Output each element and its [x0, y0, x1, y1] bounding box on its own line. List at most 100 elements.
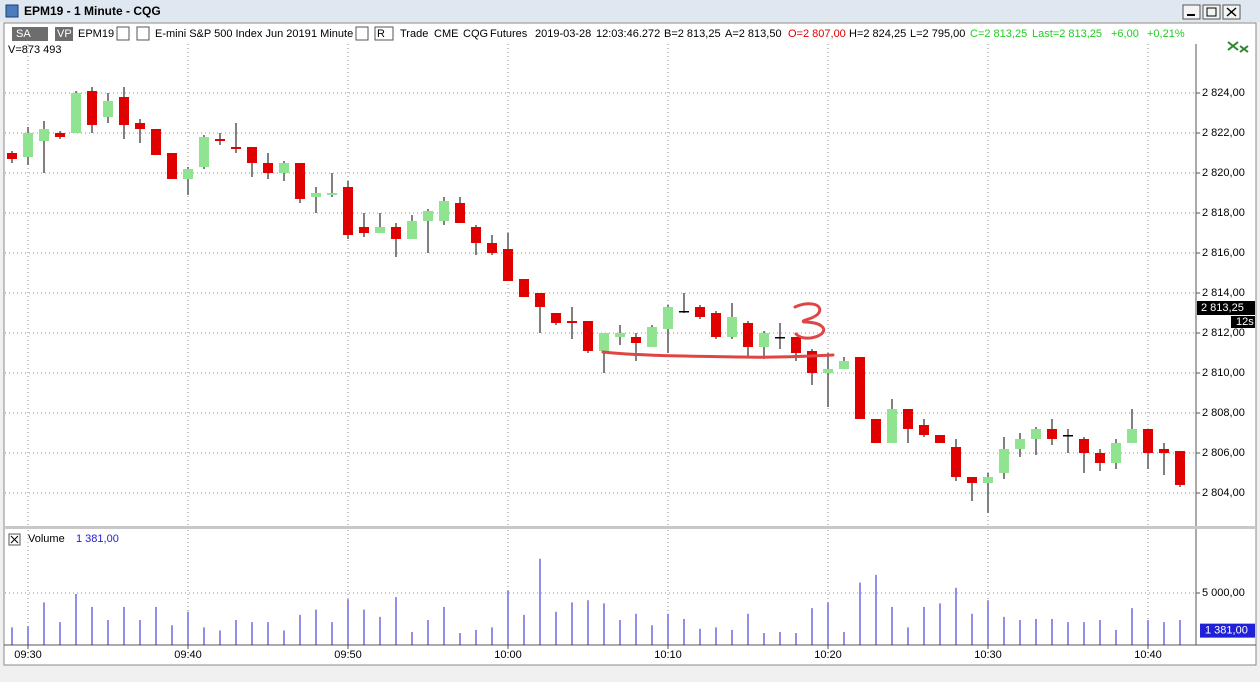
study-dropdown[interactable] [136, 26, 150, 41]
candle-body [919, 425, 929, 435]
y-tick-label: 2 824,00 [1202, 87, 1245, 99]
candle-body [535, 293, 545, 307]
candle-body [663, 307, 673, 329]
last-price-label: 2 813,25 [1201, 302, 1244, 314]
candle-body [695, 307, 705, 317]
symbol-dropdown[interactable] [116, 26, 130, 41]
candle-body [375, 227, 385, 233]
plot-area: 2 804,00 2 806,00 2 808,00 2 810,00 2 812,00… [5, 44, 1255, 661]
candle-body [1015, 439, 1025, 449]
candle-body [71, 93, 81, 133]
candle-body [247, 147, 257, 163]
y-tick-label: 2 816,00 [1202, 247, 1245, 259]
candle-body [871, 419, 881, 443]
candle-body [647, 327, 657, 347]
x-tick-label: 10:00 [494, 649, 522, 661]
hand-drawn-annotation [601, 302, 835, 359]
y-tick-label: 2 818,00 [1202, 207, 1245, 219]
candle-body [1063, 435, 1073, 437]
close-price: C=2 813,25 [970, 28, 1027, 40]
r-dropdown[interactable] [374, 26, 394, 41]
x-tick-label: 09:30 [14, 649, 42, 661]
candle-body [599, 333, 609, 351]
minimize-button[interactable] [1182, 4, 1201, 20]
candle-body [407, 221, 417, 239]
y-tick-label: 2 806,00 [1202, 447, 1245, 459]
sa-button[interactable] [12, 27, 48, 41]
candle-body [743, 323, 753, 347]
candle-body [391, 227, 401, 239]
candle-body [311, 193, 321, 197]
candle-body [439, 201, 449, 221]
time: 12:03:46.272 [596, 28, 660, 40]
x-tick-label: 10:30 [974, 649, 1002, 661]
volume-title: Volume [28, 533, 65, 545]
candle-body [1111, 443, 1121, 463]
candle-body [775, 337, 785, 339]
y-tick-label: 5 000,00 [1202, 587, 1245, 599]
vp-label: VP [57, 28, 72, 40]
candle-body [231, 147, 241, 149]
candle-body [567, 321, 577, 323]
x-tick-label: 10:10 [654, 649, 682, 661]
candle-body [279, 163, 289, 173]
r-label: R [377, 28, 385, 40]
candle-body [951, 447, 961, 477]
y-tick-label: 2 814,00 [1202, 287, 1245, 299]
title-bar [0, 0, 1260, 22]
candle-body [1127, 429, 1137, 443]
ask: A=2 813,50 [725, 28, 782, 40]
candle-body [519, 279, 529, 297]
trade-icon[interactable] [1227, 41, 1249, 53]
candle-body [135, 123, 145, 129]
candle-body [679, 311, 689, 313]
bid: B=2 813,25 [664, 28, 721, 40]
candle-body [7, 153, 17, 159]
candle-body [1143, 429, 1153, 453]
candle-body [727, 317, 737, 337]
x-tick-label: 10:20 [814, 649, 842, 661]
total-volume: V=873 493 [8, 44, 62, 56]
candle-body [503, 249, 513, 281]
interval: 1 Minute [311, 28, 353, 40]
candle-body [807, 351, 817, 373]
window-title: EPM19 - 1 Minute - CQG [24, 4, 161, 18]
interval-dropdown[interactable] [355, 26, 369, 41]
kind: Futures [490, 28, 528, 40]
candle-body [1031, 429, 1041, 439]
chart-canvas [3, 22, 1257, 666]
candle-body [183, 169, 193, 179]
candle-body [119, 97, 129, 125]
close-glyph [1226, 7, 1237, 17]
candle-body [967, 477, 977, 483]
volume-current-axis-label: 1 381,00 [1205, 625, 1248, 637]
window-controls[interactable] [1182, 4, 1241, 20]
candle-body [615, 333, 625, 337]
timer-label: 12s [1236, 316, 1254, 328]
maximize-glyph [1206, 7, 1217, 17]
change: +6,00 [1111, 28, 1139, 40]
volume-current-marker [1200, 623, 1255, 638]
instrument-description: E-mini S&P 500 Index Jun 2019 [155, 28, 311, 40]
trade-label: Trade [400, 28, 428, 40]
last-price-marker [1197, 301, 1255, 315]
candle-body [551, 313, 561, 323]
date: 2019-03-28 [535, 28, 591, 40]
y-tick-label: 2 804,00 [1202, 487, 1245, 499]
sa-label: SA [16, 28, 31, 40]
candle-body [903, 409, 913, 429]
candle-body [199, 137, 209, 167]
maximize-button[interactable] [1202, 4, 1221, 20]
y-tick-label: 2 808,00 [1202, 407, 1245, 419]
symbol: EPM19 [78, 28, 114, 40]
candle-body [359, 227, 369, 233]
candle-body [23, 133, 33, 157]
toolbar: SA VP EPM19 E-mini S&P 500 Index Jun 201… [8, 26, 1249, 56]
volume-close-glyph [10, 535, 19, 544]
vp-button[interactable] [55, 27, 73, 41]
candle-body [327, 193, 337, 195]
candle-body [1175, 451, 1185, 485]
candle-body [215, 139, 225, 141]
low-price: L=2 795,00 [910, 28, 965, 40]
candle-body [935, 435, 945, 443]
